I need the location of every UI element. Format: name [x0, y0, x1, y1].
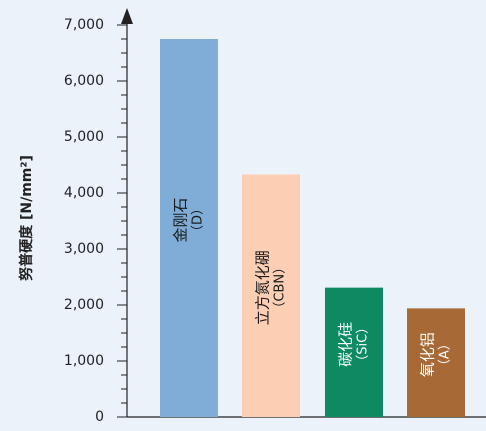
y-axis-arrow-icon [121, 8, 133, 24]
bar-group: 立方氮化硼 （CBN） [242, 174, 300, 417]
y-tick-label: 3,000 [64, 241, 104, 257]
y-tick-label: 0 [95, 409, 104, 425]
y-tick-label: 4,000 [64, 185, 104, 201]
y-tick-label: 1,000 [64, 353, 104, 369]
y-tick-label: 6,000 [64, 73, 104, 89]
bar-group: 碳化硅 （SiC） [325, 287, 383, 417]
bar-sublabel: （CBN） [273, 261, 288, 315]
bar-label: 立方氮化硼 [254, 250, 272, 325]
bar-sublabel: （SiC） [356, 321, 371, 368]
bar-sublabel: （D） [191, 202, 206, 238]
bar-label: 碳化硅 [337, 322, 355, 367]
bar [242, 174, 300, 417]
y-tick-label: 2,000 [64, 297, 104, 313]
bar [160, 39, 218, 417]
y-axis-label: 努普硬度 [N/mm²] [18, 155, 35, 281]
bar-group: 金刚石 （D） [160, 39, 218, 417]
y-axis: 0 1,000 2,000 3,000 4,000 5,000 6,000 7,000 [64, 8, 486, 425]
bar-group: 氧化铝 （A） [407, 308, 465, 417]
y-tick-label: 7,000 [64, 17, 104, 33]
bar-label: 氧化铝 [419, 332, 437, 377]
bar-label: 金刚石 [172, 197, 190, 242]
bars-group: 金刚石 （D） 立方氮化硼 （CBN） 碳化硅 （SiC） 氧化铝 （A） [160, 39, 465, 417]
bar-sublabel: （A） [438, 337, 453, 372]
bar [407, 308, 465, 417]
y-tick-label: 5,000 [64, 129, 104, 145]
bar [325, 287, 383, 417]
